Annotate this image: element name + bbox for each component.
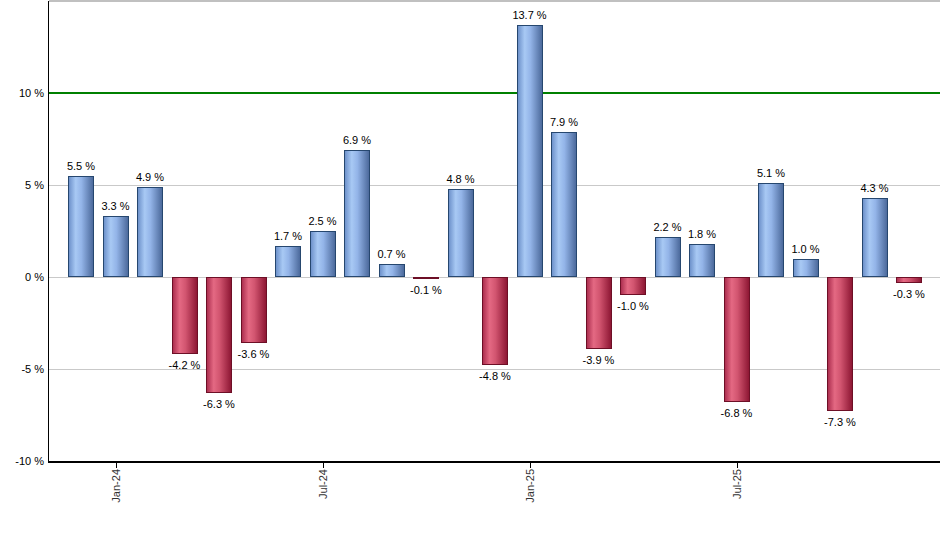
bar-value-label: 13.7 % <box>498 9 562 22</box>
bar-value-label: 1.0 % <box>774 243 838 256</box>
y-axis-line <box>48 1 49 461</box>
bar <box>275 246 301 277</box>
x-axis-line <box>48 461 940 463</box>
bar <box>655 237 681 277</box>
bar <box>793 259 819 277</box>
monthly-returns-bar-chart: 5.5 % 3.3 % 4.9 % -4.2 % -6.3 % -3.6 % 1.7 % 2.… <box>0 0 940 550</box>
bar-value-label: 2.5 % <box>291 215 355 228</box>
bar-value-label: -3.6 % <box>222 348 286 361</box>
x-tick-label: Jul-25 <box>731 469 744 499</box>
bar-value-label: 5.5 % <box>49 160 113 173</box>
y-tick-label: 0 % <box>0 270 44 284</box>
bar <box>689 244 715 277</box>
bar <box>827 277 853 411</box>
bar-value-label: -6.8 % <box>705 407 769 420</box>
x-tick-label: Jan-25 <box>524 469 537 503</box>
bar-value-label: 4.8 % <box>429 173 493 186</box>
bar-value-label: -3.9 % <box>567 354 631 367</box>
bar <box>172 277 198 354</box>
bar-value-label: -6.3 % <box>187 398 251 411</box>
x-tick-mark <box>116 462 117 468</box>
bar-value-label: 3.3 % <box>84 200 148 213</box>
bar <box>448 189 474 277</box>
bar <box>482 277 508 365</box>
bar <box>620 277 646 295</box>
bar <box>862 198 888 277</box>
bar-value-label: -0.3 % <box>877 288 940 301</box>
bar-value-label: -4.2 % <box>153 359 217 372</box>
bar <box>68 176 94 277</box>
bar <box>206 277 232 393</box>
bar-value-label: 1.7 % <box>256 230 320 243</box>
bar-value-label: 6.9 % <box>325 134 389 147</box>
gridline <box>49 185 940 186</box>
bar-value-label: -1.0 % <box>601 300 665 313</box>
x-tick-label: Jul-24 <box>317 469 330 499</box>
bar-value-label: 5.1 % <box>739 167 803 180</box>
x-tick-mark <box>737 462 738 468</box>
y-tick-label: 10 % <box>0 86 44 100</box>
bar <box>551 132 577 277</box>
bar <box>379 264 405 277</box>
bar-value-label: 0.7 % <box>360 248 424 261</box>
x-tick-label: Jan-24 <box>110 469 123 503</box>
bar <box>241 277 267 343</box>
plot-top-border <box>49 0 940 2</box>
y-tick-label: -5 % <box>0 362 44 376</box>
bar <box>413 277 439 279</box>
bar-value-label: -4.8 % <box>463 370 527 383</box>
bar <box>896 277 922 283</box>
bar <box>517 25 543 277</box>
bar-value-label: 1.8 % <box>670 228 734 241</box>
y-tick-label: 5 % <box>0 178 44 192</box>
bar <box>758 183 784 277</box>
bar <box>724 277 750 402</box>
y-tick-label: -10 % <box>0 454 44 468</box>
bar-value-label: 4.9 % <box>118 171 182 184</box>
x-tick-mark <box>530 462 531 468</box>
reference-line-10pct <box>49 92 940 94</box>
bar-value-label: -0.1 % <box>394 284 458 297</box>
bar <box>103 216 129 277</box>
bar-value-label: -7.3 % <box>808 416 872 429</box>
x-tick-mark <box>323 462 324 468</box>
bar-value-label: 4.3 % <box>843 182 907 195</box>
bar-value-label: 7.9 % <box>532 116 596 129</box>
